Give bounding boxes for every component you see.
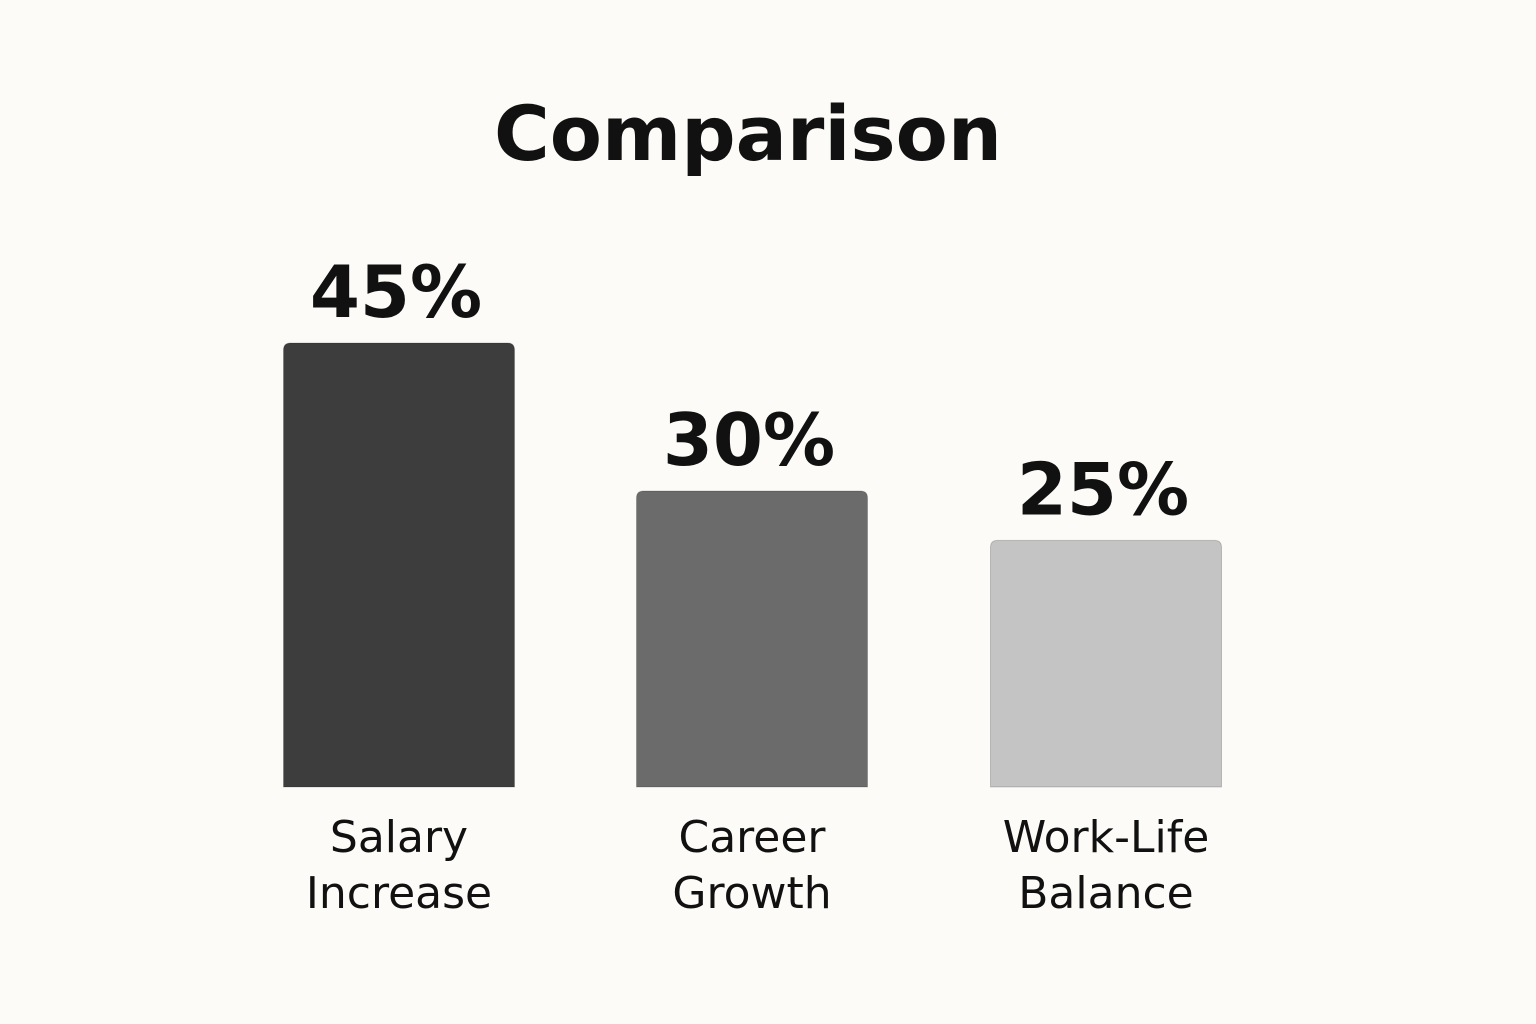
category-labels-group: Salary Increase Career Growth Work-Life Balan… <box>306 812 1209 919</box>
value-label-career-growth: 30% <box>663 398 835 482</box>
value-label-work-life-balance: 25% <box>1017 447 1189 531</box>
category-label-line: Salary <box>330 812 468 863</box>
category-label-line: Growth <box>672 868 831 919</box>
bar-salary-increase <box>283 342 515 788</box>
category-label-career-growth: Career Growth <box>672 812 831 919</box>
category-label-line: Career <box>678 812 826 863</box>
category-label-work-life-balance: Work-Life Balance <box>1003 812 1210 919</box>
bar-career-growth <box>636 490 868 788</box>
category-label-salary-increase: Salary Increase <box>306 812 492 919</box>
bar-work-life-balance <box>990 539 1222 788</box>
chart-title: Comparison <box>494 89 1002 178</box>
value-labels-group: 45% 30% 25% <box>310 250 1189 531</box>
bars-group <box>283 342 1222 788</box>
category-label-line: Balance <box>1018 868 1193 919</box>
category-label-line: Work-Life <box>1003 812 1210 863</box>
value-label-salary-increase: 45% <box>310 250 482 334</box>
category-label-line: Increase <box>306 868 492 919</box>
